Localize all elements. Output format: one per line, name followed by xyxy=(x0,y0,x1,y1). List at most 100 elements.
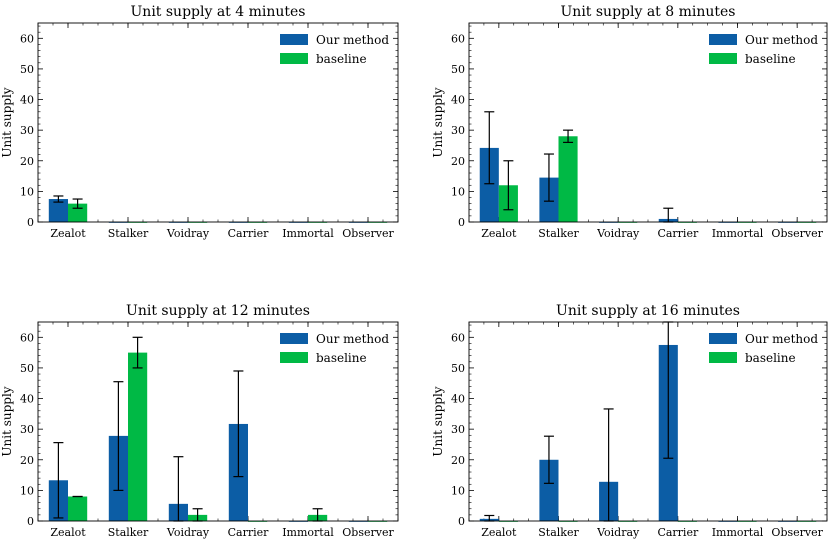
y-tick-label: 0 xyxy=(458,216,465,229)
error-bar xyxy=(72,198,83,209)
y-tick-label: 40 xyxy=(20,393,34,406)
legend-swatch xyxy=(709,333,737,344)
axes-frame xyxy=(468,22,828,223)
y-tick-label: 60 xyxy=(20,331,34,344)
axes-frame xyxy=(37,321,399,522)
y-tick-label: 30 xyxy=(20,423,34,436)
x-tick-label: Voidray xyxy=(596,227,640,240)
x-tick-label: Stalker xyxy=(108,227,149,240)
x-tick-label: Immortal xyxy=(282,227,334,240)
bars xyxy=(48,195,388,223)
axes-frame xyxy=(468,321,828,522)
bar-our-method-stalker xyxy=(539,459,559,521)
y-tick-label: 20 xyxy=(20,155,34,168)
error-bar xyxy=(53,442,64,519)
y-tick-label: 60 xyxy=(20,32,34,45)
y-tick-label: 40 xyxy=(451,94,465,107)
x-tick-label: Zealot xyxy=(481,526,517,539)
y-tick-label: 0 xyxy=(27,216,34,229)
x-tick-label: Immortal xyxy=(282,526,334,539)
legend-swatch xyxy=(280,333,308,344)
x-tick-label: Stalker xyxy=(538,526,579,539)
x-tick-label: Stalker xyxy=(538,227,579,240)
legend-label: Our method xyxy=(316,33,389,47)
bars xyxy=(479,111,817,223)
y-tick-label: 60 xyxy=(451,331,465,344)
y-axis: 0 10 20 30 40 50 60 xyxy=(20,25,398,229)
x-tick-label: Immortal xyxy=(712,526,764,539)
y-tick-label: 20 xyxy=(451,454,465,467)
error-bar xyxy=(132,336,143,369)
legend-label: Our method xyxy=(745,332,818,346)
legend-swatch xyxy=(709,352,737,363)
chart-title: Unit supply at 4 minutes xyxy=(131,4,306,20)
bar-our-method-zealot xyxy=(48,199,68,222)
y-tick-label: 0 xyxy=(458,515,465,528)
legend-swatch xyxy=(280,34,308,45)
bar-baseline-stalker xyxy=(558,136,578,222)
legend-label: Our method xyxy=(745,33,818,47)
legend-label: baseline xyxy=(316,351,367,365)
y-tick-label: 50 xyxy=(20,63,34,76)
y-tick-label: 10 xyxy=(20,185,34,198)
y-tick-label: 30 xyxy=(20,124,34,137)
error-bar xyxy=(543,435,554,484)
chart-title: Unit supply at 8 minutes xyxy=(561,4,736,20)
y-tick-label: 50 xyxy=(20,362,34,375)
legend-label: Our method xyxy=(316,332,389,346)
error-bar xyxy=(563,129,574,143)
y-axis: 0 10 20 30 40 50 60 xyxy=(20,324,398,528)
x-tick-label: Observer xyxy=(342,227,394,240)
chart-title: Unit supply at 12 minutes xyxy=(126,303,310,319)
error-bar xyxy=(484,111,495,185)
y-axis: 0 10 20 30 40 50 60 xyxy=(451,25,827,229)
chart-panel-2: Unit supply at 8 minutes Unit supply 0 10 20… xyxy=(431,4,828,240)
y-tick-label: 40 xyxy=(20,94,34,107)
error-bar xyxy=(113,381,124,491)
x-tick-label: Carrier xyxy=(657,526,699,539)
x-tick-label: Zealot xyxy=(50,227,86,240)
bar-our-method-zealot xyxy=(479,147,499,222)
legend-label: baseline xyxy=(745,52,796,66)
bar-baseline-zealot xyxy=(68,496,88,521)
chart-title: Unit supply at 16 minutes xyxy=(556,303,740,319)
legend-swatch xyxy=(280,53,308,64)
error-bar xyxy=(233,370,244,478)
x-tick-label: Stalker xyxy=(108,526,149,539)
bars xyxy=(48,336,388,522)
error-bar xyxy=(53,195,64,203)
bars xyxy=(479,321,817,522)
x-tick-label: Voidray xyxy=(166,526,210,539)
legend-swatch xyxy=(709,53,737,64)
y-tick-label: 30 xyxy=(451,423,465,436)
x-tick-label: Observer xyxy=(342,526,394,539)
y-axis-label: Unit supply xyxy=(431,87,445,157)
x-tick-label: Observer xyxy=(771,526,823,539)
legend-label: baseline xyxy=(316,52,367,66)
x-tick-label: Immortal xyxy=(712,227,764,240)
y-axis-label: Unit supply xyxy=(0,87,14,157)
x-tick-label: Voidray xyxy=(166,227,210,240)
legend: Our method baseline xyxy=(709,332,818,365)
y-tick-label: 10 xyxy=(20,484,34,497)
chart-panel-3: Unit supply at 12 minutes Unit supply 0 10 2… xyxy=(0,303,399,539)
axes-frame xyxy=(37,22,399,223)
x-tick-label: Zealot xyxy=(481,227,517,240)
x-tick-label: Observer xyxy=(771,227,823,240)
bar-baseline-stalker xyxy=(128,352,148,521)
y-tick-label: 10 xyxy=(451,185,465,198)
y-tick-label: 50 xyxy=(451,362,465,375)
chart-panel-4: Unit supply at 16 minutes Unit supply 0 10 2… xyxy=(431,303,828,539)
x-tick-label: Carrier xyxy=(228,526,270,539)
y-tick-label: 20 xyxy=(451,155,465,168)
x-tick-label: Voidray xyxy=(596,526,640,539)
legend: Our method baseline xyxy=(709,33,818,66)
x-tick-label: Carrier xyxy=(228,227,270,240)
y-tick-label: 30 xyxy=(451,124,465,137)
y-tick-label: 40 xyxy=(451,393,465,406)
y-axis-label: Unit supply xyxy=(0,386,14,456)
x-axis: Zealot Stalker Voidray Carrier Immortal Obser… xyxy=(37,23,399,240)
legend-swatch xyxy=(709,34,737,45)
legend-swatch xyxy=(280,352,308,363)
